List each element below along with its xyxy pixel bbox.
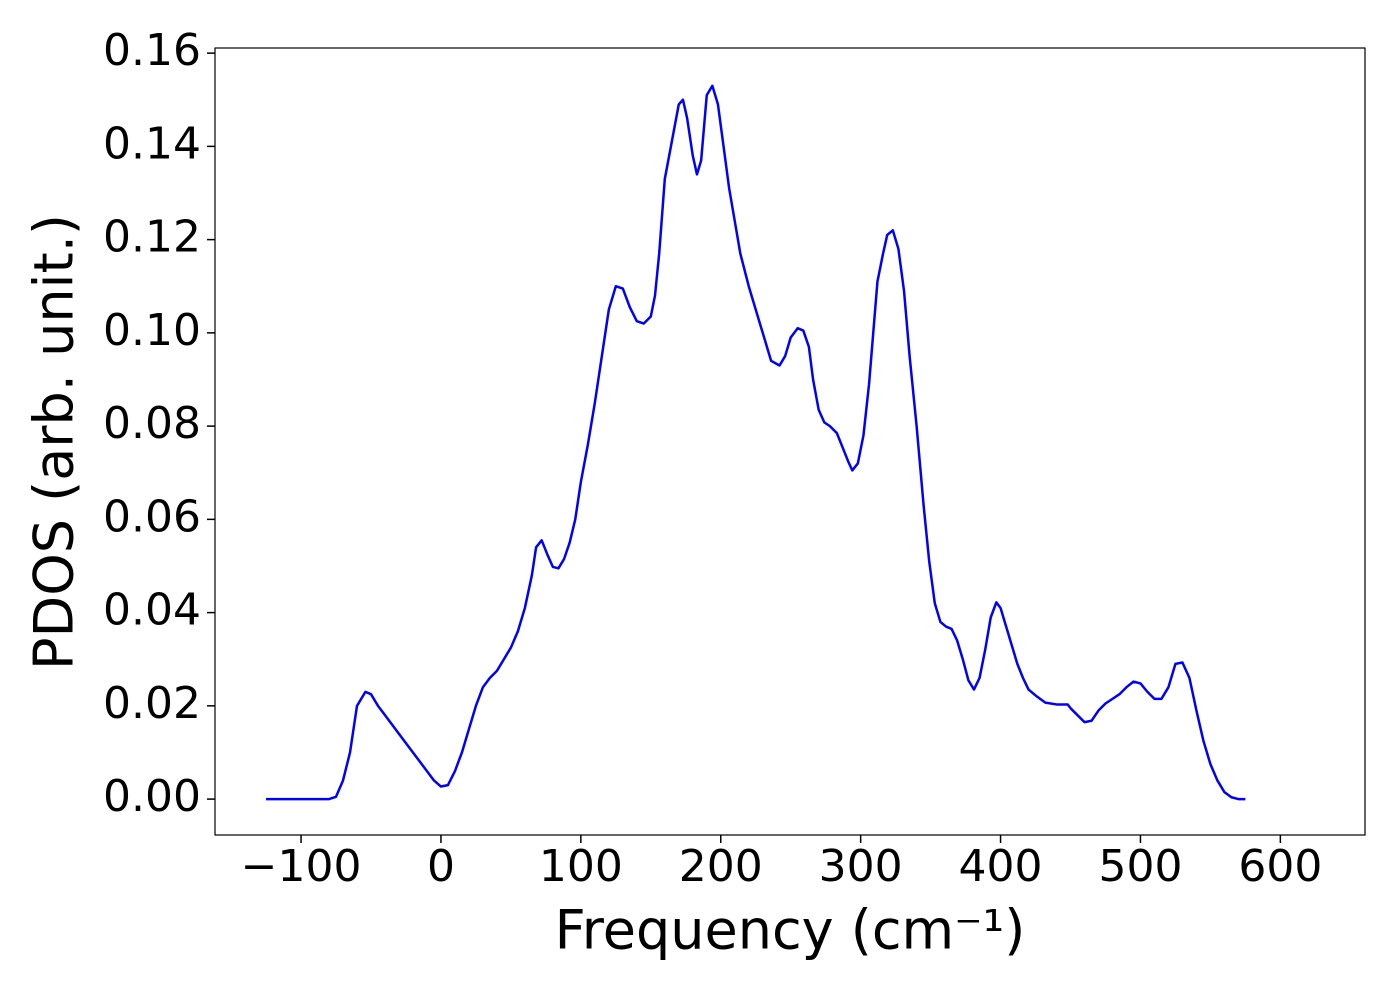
- y-tick-label: 0.08: [103, 398, 201, 449]
- x-tick-label: −100: [241, 841, 362, 892]
- y-tick-label: 0.10: [103, 305, 201, 356]
- y-tick-label: 0.06: [103, 491, 201, 542]
- y-tick-label: 0.02: [103, 678, 201, 729]
- x-tick-label: 200: [679, 841, 763, 892]
- x-axis-label: Frequency (cm⁻¹): [555, 899, 1026, 962]
- y-tick-label: 0.00: [103, 771, 201, 822]
- x-tick-label: 400: [959, 841, 1043, 892]
- x-tick-label: 500: [1098, 841, 1182, 892]
- y-tick-label: 0.16: [103, 25, 201, 76]
- x-tick-label: 300: [819, 841, 903, 892]
- plot-frame: [214, 47, 1366, 836]
- x-tick-label: 100: [539, 841, 623, 892]
- x-tick-label: 0: [427, 841, 455, 892]
- y-tick-label: 0.14: [103, 118, 201, 169]
- y-tick-label: 0.04: [103, 585, 201, 636]
- x-tick-label: 600: [1238, 841, 1322, 892]
- y-tick-label: 0.12: [103, 212, 201, 263]
- y-axis-label: PDOS (arb. unit.): [23, 214, 86, 670]
- data-line: [266, 84, 1246, 801]
